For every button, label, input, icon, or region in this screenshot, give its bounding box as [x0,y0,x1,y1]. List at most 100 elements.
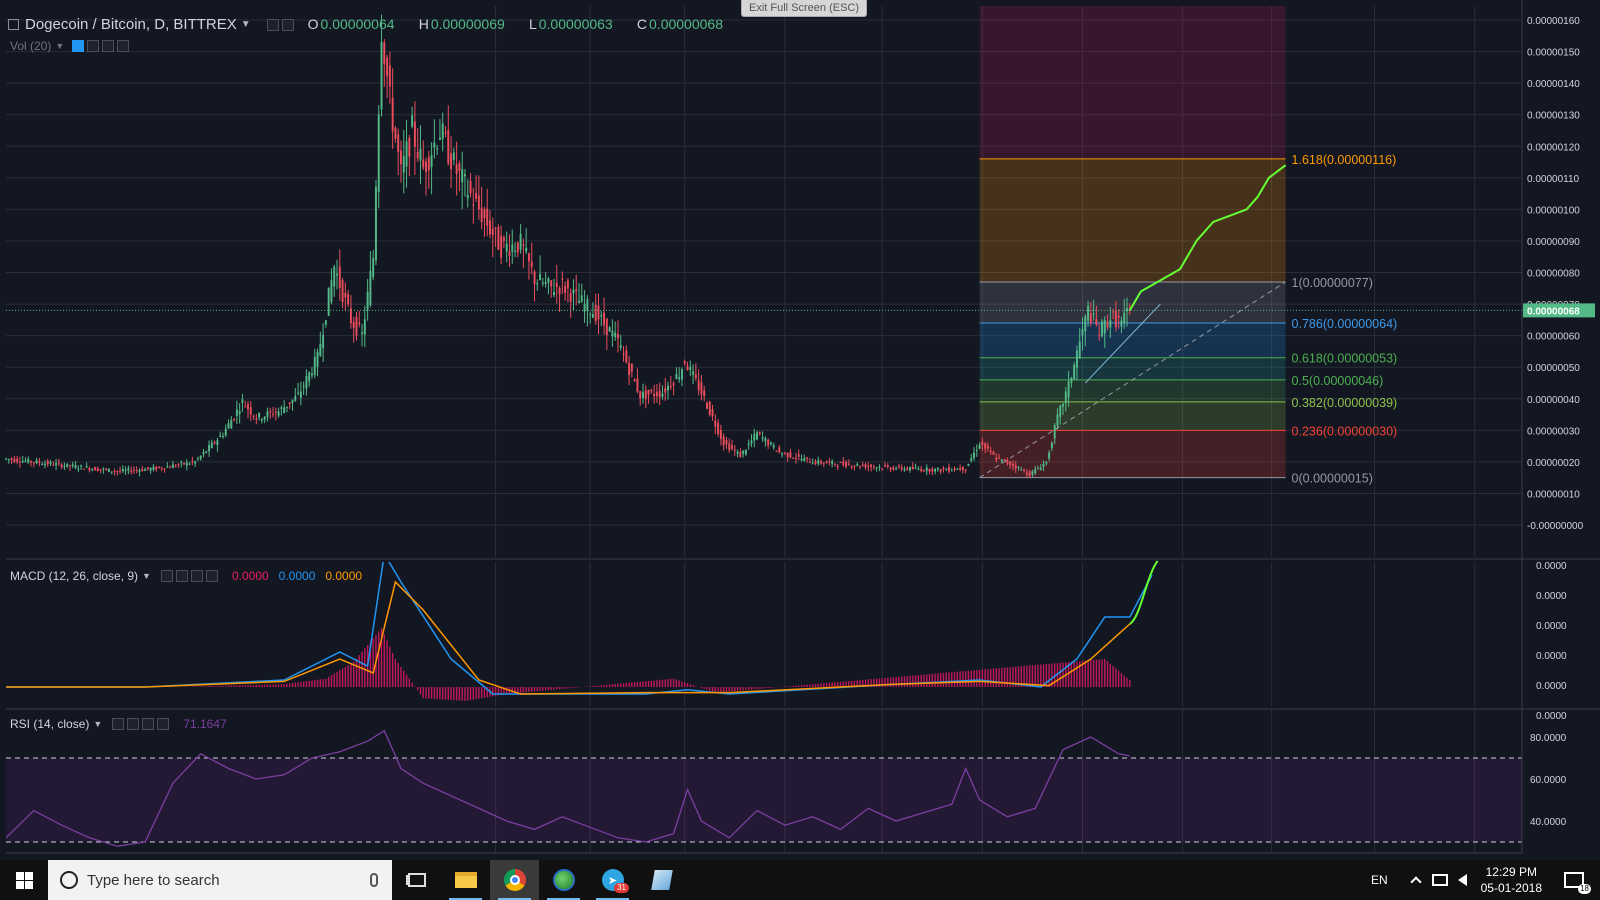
rsi-tick-label: 40.0000 [1530,817,1567,828]
plus-icon[interactable] [190,570,203,582]
language-indicator[interactable]: EN [1370,873,1388,887]
candle-body [539,274,542,281]
speaker-icon[interactable] [1457,874,1467,886]
close-icon[interactable] [205,570,218,582]
start-button[interactable] [0,860,48,900]
gear-icon[interactable] [175,570,188,582]
candle-body [219,435,222,437]
close-icon[interactable] [117,40,130,52]
candle-body [744,449,747,455]
candle-body [199,455,202,459]
candle-body [822,462,825,464]
candle-body [452,152,455,160]
candle-body [74,465,77,469]
chevron-down-icon[interactable]: ▼ [93,719,103,729]
file-explorer-button[interactable] [441,860,490,900]
rsi-label[interactable]: RSI (14, close) [10,717,90,731]
eye-icon[interactable] [112,718,125,730]
gear-icon[interactable] [127,718,140,730]
notification-icon[interactable]: 18 [1564,872,1591,894]
candle-body [171,464,174,469]
eye-icon[interactable] [160,570,173,582]
candle-body [795,458,797,460]
y-tick-label: 0.00000130 [1527,111,1580,122]
rsi-band [6,758,1522,842]
candle-body [689,367,692,370]
candle-body [466,194,469,199]
candle-body [1042,463,1045,467]
clock[interactable]: 12:29 PM 05-01-2018 [1481,864,1542,896]
macd-tick-label: 0.0000 [1536,651,1567,662]
candle-body [1034,469,1037,474]
candle-body [438,137,441,140]
fib-zone [979,379,1286,402]
chrome-button[interactable] [490,860,539,900]
macd-label[interactable]: MACD (12, 26, close, 9) [10,569,139,583]
network-icon[interactable] [1431,874,1448,886]
chevron-down-icon[interactable]: ▼ [55,41,65,51]
eye-icon[interactable] [72,40,85,52]
candle-body [408,137,411,157]
task-view-button[interactable] [392,860,441,900]
plus-icon[interactable] [142,718,155,730]
candle-body [489,220,491,235]
chevron-up-icon[interactable] [1409,876,1422,888]
chevron-down-icon[interactable]: ▼ [142,571,151,581]
candle-body [831,461,834,464]
candle-body [603,312,606,326]
search-box[interactable]: Type here to search [48,860,392,900]
candle-body [336,273,338,276]
gear-icon[interactable] [281,18,294,31]
symbol-title[interactable]: Dogecoin / Bitcoin, D, BITTREX [25,16,237,33]
candle-body [1109,320,1112,328]
telegram-button[interactable]: ➤ 31 [588,860,637,900]
candle-body [155,467,158,470]
eye-icon[interactable] [266,18,279,31]
candle-body [383,42,386,65]
candle-body [152,466,155,470]
candle-body [119,470,122,472]
notes-app-button[interactable] [637,860,686,900]
candle-body [1106,322,1109,328]
candle-body [138,470,141,472]
axes: 0.00000160 0.00000150 0.00000140 0.00000130… [6,0,1600,871]
candle-body [255,418,258,420]
candle-body [939,469,942,472]
candle-body [739,452,742,458]
exit-fullscreen-button[interactable]: Exit Full Screen (ESC) [741,0,867,17]
candle-body [550,280,553,287]
candle-body [694,374,697,379]
candle-body [956,468,959,470]
candle-body [1025,472,1028,475]
microphone-icon[interactable] [370,873,378,887]
candle-body [1028,471,1031,477]
chevron-down-icon[interactable]: ▼ [240,19,251,30]
collapse-icon[interactable] [8,19,19,30]
candle-body [269,411,272,413]
macd-line-value: 0.0000 [278,569,316,583]
candle-body [386,57,389,77]
candle-body [625,350,628,363]
close-icon[interactable] [157,718,170,730]
candle-body [858,466,861,468]
fib-level-label: 0(0.00000015) [1292,472,1373,486]
candle-body [1114,311,1117,328]
candle-body [998,457,1001,459]
plus-icon[interactable] [102,40,115,52]
candle-body [224,428,227,436]
candle-body [57,462,60,464]
gear-icon[interactable] [87,40,100,52]
candle-body [297,392,300,394]
candle-body [527,253,530,262]
volume-label[interactable]: Vol (20) [10,39,52,53]
candle-body [116,470,119,472]
browser-app-button[interactable] [539,860,588,900]
candle-body [675,374,678,379]
candle-body [981,441,984,446]
candle-body [327,287,330,316]
close-label: C [636,16,648,32]
candle-body [1014,465,1017,469]
candle-body [322,334,325,349]
candle-body [516,242,519,253]
